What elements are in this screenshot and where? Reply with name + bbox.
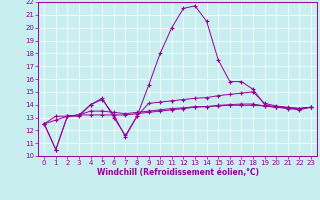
X-axis label: Windchill (Refroidissement éolien,°C): Windchill (Refroidissement éolien,°C) <box>97 168 259 177</box>
